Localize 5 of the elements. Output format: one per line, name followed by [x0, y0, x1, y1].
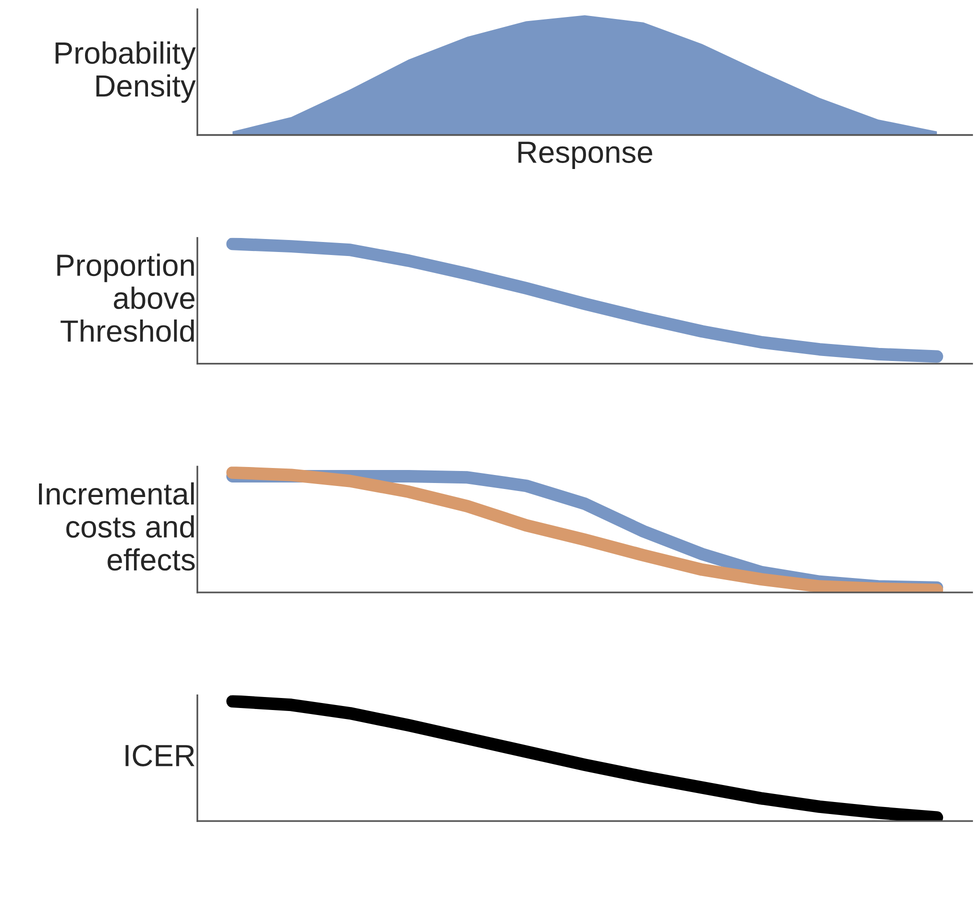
y-axis-title: ICER [126, 744, 194, 766]
y-axis-title: Probability Density [56, 41, 196, 103]
x-axis-title: Response [518, 142, 652, 170]
y-axis-title: Proportion above Threshold [57, 254, 194, 342]
y-axis-title: Incremental costs and effects [38, 482, 195, 571]
